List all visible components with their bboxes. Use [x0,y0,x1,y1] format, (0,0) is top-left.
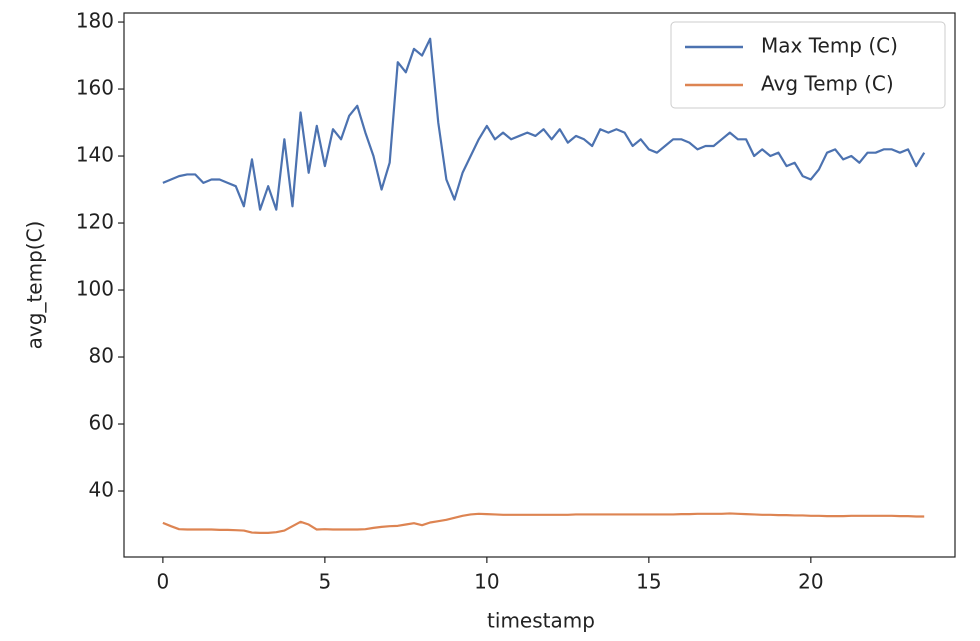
y-tick-label: 140 [76,143,114,167]
y-axis-label: avg_temp(C) [23,221,47,350]
x-tick-label: 0 [157,570,170,594]
x-tick-label: 20 [798,570,823,594]
legend-box [670,21,946,109]
y-tick-label: 180 [76,9,114,33]
y-tick-label: 100 [76,277,114,301]
y-tick-label: 80 [89,344,114,368]
y-tick-label: 60 [89,411,114,435]
x-tick-label: 15 [636,570,661,594]
y-tick-label: 120 [76,210,114,234]
x-tick-label: 5 [318,570,331,594]
legend-label: Max Temp (C) [761,34,898,58]
series-line [162,512,925,534]
legend-label: Avg Temp (C) [761,72,894,96]
series-line [162,37,926,211]
y-tick-label: 40 [89,478,114,502]
x-axis-label: timestamp [487,609,595,633]
plot-frame [123,12,956,558]
x-tick-label: 10 [474,570,499,594]
y-tick-label: 160 [76,76,114,100]
